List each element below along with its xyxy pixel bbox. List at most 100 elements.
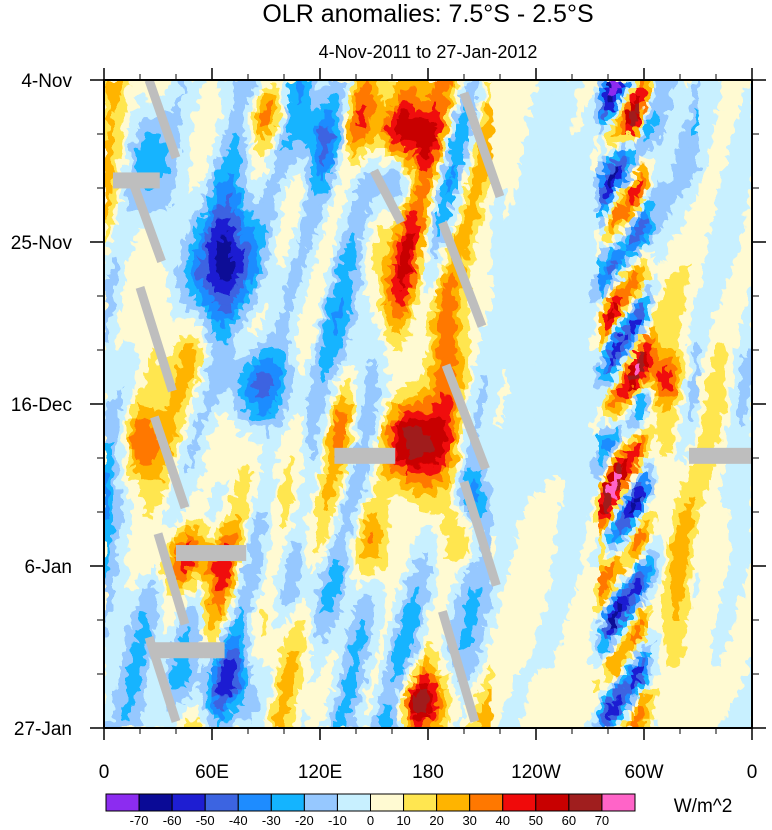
- anomaly-cell: [428, 380, 434, 390]
- anomaly-cell: [113, 80, 119, 89]
- anomaly-cell: [738, 126, 744, 135]
- anomaly-cell: [482, 380, 488, 390]
- anomaly-cell: [554, 288, 560, 297]
- anomaly-cell: [522, 195, 528, 205]
- anomaly-cell: [153, 203, 159, 212]
- anomaly-cell: [549, 226, 555, 235]
- anomaly-cell: [671, 357, 677, 367]
- anomaly-cell: [734, 380, 740, 390]
- anomaly-cell: [207, 396, 213, 405]
- anomaly-cell: [729, 164, 735, 174]
- anomaly-cell: [243, 319, 249, 328]
- anomaly-cell: [329, 87, 335, 97]
- anomaly-cell: [396, 234, 402, 243]
- anomaly-cell: [432, 350, 438, 359]
- anomaly-cell: [612, 373, 618, 382]
- anomaly-cell: [513, 226, 519, 235]
- anomaly-cell: [540, 188, 546, 197]
- anomaly-cell: [149, 211, 155, 220]
- anomaly-cell: [297, 149, 303, 158]
- anomaly-cell: [531, 118, 537, 127]
- anomaly-cell: [432, 87, 438, 97]
- anomaly-cell: [531, 157, 537, 166]
- anomaly-cell: [513, 218, 519, 228]
- anomaly-cell: [167, 110, 173, 120]
- anomaly-cell: [617, 103, 623, 112]
- anomaly-cell: [608, 257, 614, 266]
- anomaly-cell: [522, 396, 528, 405]
- anomaly-cell: [657, 164, 663, 174]
- anomaly-cell: [374, 126, 380, 135]
- anomaly-cell: [311, 249, 317, 259]
- anomaly-cell: [324, 103, 330, 112]
- anomaly-cell: [185, 164, 191, 174]
- anomaly-cell: [338, 110, 344, 120]
- anomaly-cell: [428, 280, 434, 289]
- anomaly-cell: [437, 180, 443, 189]
- anomaly-cell: [738, 103, 744, 112]
- anomaly-cell: [545, 80, 551, 89]
- anomaly-cell: [185, 126, 191, 135]
- anomaly-cell: [221, 103, 227, 112]
- anomaly-cell: [684, 404, 690, 413]
- anomaly-cell: [248, 357, 254, 367]
- anomaly-cell: [734, 350, 740, 359]
- anomaly-cell: [131, 373, 137, 382]
- anomaly-cell: [491, 211, 497, 220]
- anomaly-cell: [747, 126, 752, 135]
- anomaly-cell: [324, 87, 330, 97]
- anomaly-cell: [225, 326, 231, 336]
- anomaly-cell: [504, 396, 510, 405]
- anomaly-cell: [702, 296, 708, 305]
- anomaly-cell: [540, 149, 546, 158]
- anomaly-cell: [558, 365, 564, 374]
- anomaly-cell: [576, 404, 582, 413]
- anomaly-cell: [446, 87, 452, 97]
- anomaly-cell: [243, 296, 249, 305]
- anomaly-cell: [104, 265, 110, 274]
- anomaly-cell: [378, 303, 384, 313]
- anomaly-cell: [545, 350, 551, 359]
- anomaly-cell: [590, 195, 596, 205]
- anomaly-cell: [491, 203, 497, 212]
- anomaly-cell: [621, 326, 627, 336]
- anomaly-cell: [347, 80, 353, 89]
- anomaly-cell: [387, 164, 393, 174]
- anomaly-cell: [374, 95, 380, 104]
- anomaly-cell: [747, 80, 752, 89]
- anomaly-cell: [563, 226, 569, 235]
- anomaly-cell: [401, 226, 407, 235]
- anomaly-cell: [437, 80, 443, 89]
- anomaly-cell: [468, 218, 474, 228]
- anomaly-cell: [477, 404, 483, 413]
- anomaly-cell: [153, 149, 159, 158]
- anomaly-cell: [572, 157, 578, 166]
- anomaly-cell: [198, 357, 204, 367]
- anomaly-cell: [450, 288, 456, 297]
- anomaly-cell: [392, 319, 398, 328]
- anomaly-cell: [716, 249, 722, 259]
- anomaly-cell: [257, 226, 263, 235]
- anomaly-cell: [513, 319, 519, 328]
- anomaly-cell: [689, 326, 695, 336]
- anomaly-cell: [594, 296, 600, 305]
- anomaly-cell: [117, 249, 123, 259]
- anomaly-cell: [356, 218, 362, 228]
- anomaly-cell: [293, 396, 299, 405]
- anomaly-cell: [549, 404, 555, 413]
- anomaly-cell: [176, 80, 182, 89]
- anomaly-cell: [644, 350, 650, 359]
- anomaly-cell: [113, 319, 119, 328]
- anomaly-cell: [747, 296, 752, 305]
- anomaly-cell: [612, 380, 618, 390]
- anomaly-cell: [581, 257, 587, 266]
- anomaly-cell: [311, 180, 317, 189]
- anomaly-cell: [239, 118, 245, 127]
- anomaly-cell: [333, 103, 339, 112]
- anomaly-cell: [243, 388, 249, 397]
- anomaly-cell: [243, 365, 249, 374]
- anomaly-cell: [594, 172, 600, 181]
- anomaly-cell: [657, 172, 663, 181]
- anomaly-cell: [653, 326, 659, 336]
- anomaly-cell: [239, 180, 245, 189]
